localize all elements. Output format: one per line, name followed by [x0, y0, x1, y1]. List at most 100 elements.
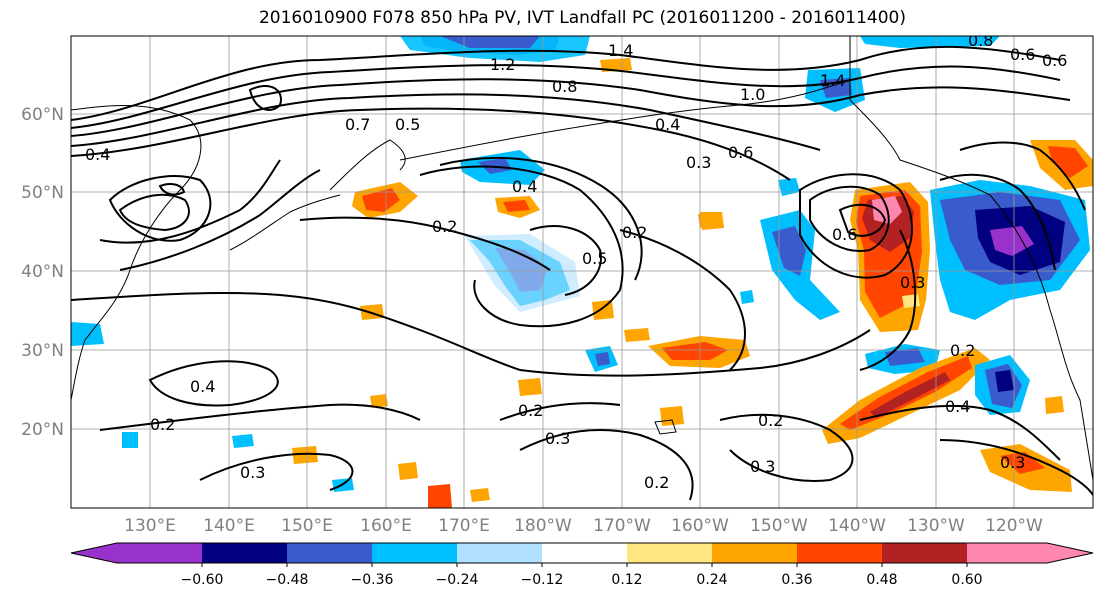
shade-cyan-150W-n: [778, 178, 800, 196]
colorbar-tick-8: 0.48: [866, 572, 897, 588]
coast-na-west: [989, 194, 1093, 481]
lat-label-30: 30°N: [21, 341, 64, 361]
contour-50N-loop: [419, 165, 624, 328]
lon-label-140E: 140°E: [203, 516, 255, 536]
colorbar-cell-8: [712, 543, 797, 563]
colorbar-cell-1: [117, 543, 202, 563]
contour-02-b: [71, 291, 521, 371]
colorbar-cell-7: [627, 543, 712, 563]
colorbar-tick-9: 0.60: [951, 572, 982, 588]
clab-17: 0.4: [190, 377, 215, 396]
pv-contours: [71, 45, 1093, 501]
colorbar-cell-2: [202, 543, 287, 563]
colorbar-tick-6: 0.24: [696, 572, 727, 588]
shade-blue-top2: [440, 36, 540, 48]
lat-label-20: 20°N: [21, 420, 64, 440]
clab-2: 1.2: [490, 55, 515, 74]
contour-02-a: [299, 216, 551, 271]
map-frame: [70, 35, 1094, 509]
clab-12: 0.2: [432, 217, 457, 236]
shade-red-175E: [503, 200, 530, 212]
contour-w1: [108, 175, 212, 242]
colorbar-cell-3: [287, 543, 372, 563]
clab-10: 0.3: [686, 153, 711, 172]
colorbar-outline: [70, 542, 1094, 564]
colorbar-cell-5: [457, 543, 542, 563]
lat-label-40: 40°N: [21, 262, 64, 282]
shade-lightblue-40N: [465, 234, 580, 312]
shade-purple-ne: [990, 226, 1034, 256]
clab-26: 0.3: [1000, 453, 1025, 472]
shade-red-160E: [362, 188, 400, 212]
contour-s-04: [859, 404, 1061, 461]
lon-label-130W: 130°W: [907, 516, 965, 536]
colorbar-cell-11: [967, 543, 1047, 563]
shade-red-br: [1000, 452, 1045, 474]
contour-s-03: [519, 429, 694, 501]
chart-title: 2016010900 F078 850 hPa PV, IVT Landfall…: [258, 8, 906, 28]
colorbar-cell-12: [1047, 543, 1093, 563]
contour-05-inner: [529, 225, 602, 296]
contour-labels: 1.4 1.2 0.8 1.0 1.4 0.7 0.5 0.4 0.6 0.3 …: [85, 36, 1067, 492]
contour-n-loop: [248, 85, 282, 111]
shade-cyan-sw12: [740, 290, 754, 304]
shade-orange-topleft: [600, 58, 632, 72]
contour-jet-3: [71, 78, 1071, 137]
colorbar-tick-0: −0.60: [181, 572, 224, 588]
contour-w4: [99, 159, 281, 244]
contour-sw-03: [199, 452, 354, 491]
clab-6: 0.7: [345, 115, 370, 134]
shade-red-160W: [662, 342, 728, 360]
colorbar-tick-5: 0.12: [611, 572, 642, 588]
colorbar-tick-2: −0.36: [351, 572, 394, 588]
contour-06: [838, 203, 887, 237]
shade-orange-sw13: [902, 294, 920, 308]
shade-orange-sw7: [660, 406, 684, 426]
coast-alaska: [849, 36, 991, 196]
contour-jet-4: [71, 93, 821, 151]
contour-east-2: [959, 141, 1086, 211]
map-layers: 1.4 1.2 0.8 1.0 1.4 0.7 0.5 0.4 0.6 0.3 …: [71, 36, 1093, 508]
clab-19: 0.3: [240, 463, 265, 482]
shade-orange-small1: [360, 304, 384, 320]
contour-jet-1: [71, 45, 1061, 121]
lon-label-130E: 130°E: [124, 516, 176, 536]
shade-orange-e: [1045, 396, 1064, 414]
coast-japan: [229, 194, 341, 251]
colorbar-tick-4: −0.12: [521, 572, 564, 588]
lat-labels: 60°N 50°N 40°N 30°N 20°N: [21, 105, 64, 440]
contour-jet-5: [71, 107, 791, 181]
shade-darkred-band: [870, 372, 950, 418]
clab-22: 0.2: [758, 411, 783, 430]
lon-label-160W: 160°W: [671, 516, 729, 536]
lon-label-160E: 160°E: [360, 516, 412, 536]
shade-navy-25N-e: [995, 370, 1014, 392]
contour-east-1: [939, 173, 1056, 271]
shade-blue-topright: [860, 36, 1000, 48]
coast-kamchatka: [329, 139, 406, 191]
clab-27: 0.2: [644, 473, 669, 492]
shade-orange-small3: [624, 328, 650, 342]
colorbar: −0.60 −0.48 −0.36 −0.24 −0.12 0.12 0.24 …: [70, 542, 1094, 588]
clab-29: 0.6: [1042, 51, 1067, 70]
clab-21: 0.3: [545, 429, 570, 448]
colorbar-ticks: [201, 563, 968, 567]
clab-24: 0.3: [750, 457, 775, 476]
lon-label-170E: 170°E: [438, 516, 490, 536]
shade-orange-mid1: [700, 212, 724, 230]
lon-label-120W: 120°W: [985, 516, 1043, 536]
contour-sw-04: [148, 360, 279, 407]
lon-labels: 130°E 140°E 150°E 160°E 170°E 180°W 170°…: [124, 516, 1043, 536]
contour-high-ne: [809, 185, 890, 252]
shade-cyan-sw2: [122, 432, 138, 448]
clab-20: 0.2: [518, 401, 543, 420]
clab-5: 1.4: [820, 71, 845, 90]
contour-02-mid: [619, 229, 746, 371]
shade-blue-140W: [772, 226, 806, 276]
shade-cyan-sw1: [71, 322, 104, 346]
clab-9: 0.6: [728, 143, 753, 162]
colorbar-cell-4: [372, 543, 457, 563]
clab-23: 0.4: [945, 397, 970, 416]
coast-hawaii: [654, 419, 677, 435]
